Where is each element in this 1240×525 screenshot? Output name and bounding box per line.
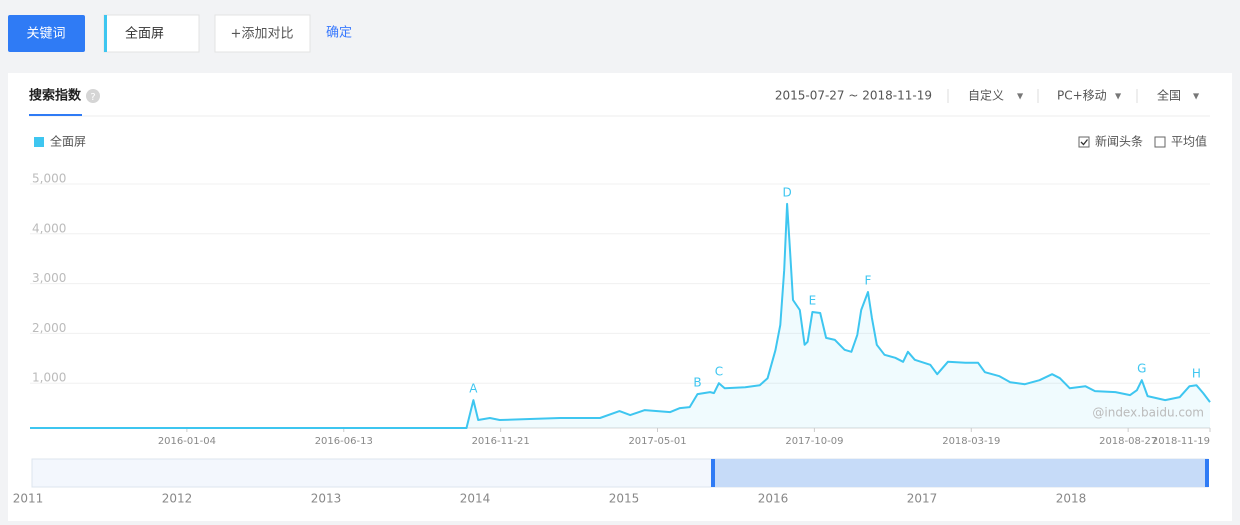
annotation: D bbox=[782, 185, 791, 199]
help-icon[interactable] bbox=[86, 89, 100, 103]
confirm-link[interactable]: 确定 bbox=[326, 26, 352, 41]
keyword-button[interactable] bbox=[8, 15, 85, 52]
tab[interactable]: 搜索指数 bbox=[29, 88, 82, 104]
keyword-button-label[interactable]: 关键词 bbox=[26, 27, 65, 42]
region-select[interactable]: 全国 bbox=[1157, 88, 1181, 103]
check-mark bbox=[1080, 139, 1089, 146]
y-tick-label: 2,000 bbox=[32, 321, 66, 335]
option-label[interactable]: 新闻头条 bbox=[1095, 134, 1143, 149]
checkbox[interactable] bbox=[1078, 136, 1090, 148]
device-select[interactable]: PC+移动 bbox=[1057, 89, 1107, 103]
y-tick-label: 4,000 bbox=[32, 221, 66, 235]
navigator-handle[interactable] bbox=[711, 459, 715, 487]
caret: ▼ bbox=[1017, 92, 1024, 101]
navigator-year: 2018 bbox=[1056, 492, 1087, 506]
x-tick-label: 2016-11-21 bbox=[472, 436, 530, 447]
custom-select[interactable]: 自定义 bbox=[968, 88, 1004, 103]
y-tick-label: 3,000 bbox=[32, 271, 66, 285]
legend-label[interactable]: 全面屏 bbox=[50, 134, 86, 149]
x-tick-label: 2017-05-01 bbox=[628, 436, 686, 447]
navigator-handle[interactable] bbox=[1205, 459, 1209, 487]
navigator-year: 2014 bbox=[460, 492, 491, 506]
navigator-year: 2012 bbox=[162, 492, 193, 506]
y-tick-label: 5,000 bbox=[32, 172, 66, 186]
keyword-accent bbox=[104, 15, 107, 52]
date-range[interactable]: 2015-07-27 ~ 2018-11-19 bbox=[775, 89, 932, 103]
x-tick-label: 2017-10-09 bbox=[785, 436, 843, 447]
x-tick-label: 2018-03-19 bbox=[942, 436, 1000, 447]
annotation: F bbox=[865, 274, 872, 288]
caret: ▼ bbox=[1115, 92, 1122, 101]
keyword-box[interactable] bbox=[103, 14, 200, 53]
annotation: C bbox=[715, 365, 723, 379]
add-compare-box[interactable] bbox=[214, 14, 311, 53]
area bbox=[30, 203, 1210, 428]
y-tick-label: 1,000 bbox=[32, 371, 66, 385]
navigator-selection[interactable] bbox=[713, 459, 1207, 487]
x-tick-label: 2016-01-04 bbox=[158, 436, 216, 447]
navigator-year: 2016 bbox=[758, 492, 789, 506]
option-label[interactable]: 平均值 bbox=[1171, 134, 1207, 149]
x-tick-label: 2018-08-27 bbox=[1099, 436, 1157, 447]
navigator-year: 2015 bbox=[609, 492, 640, 506]
chart: 1,000 2,000 3,000 4,000 5,000 2016-01-04 2016-… bbox=[13, 172, 1211, 506]
annotation: H bbox=[1192, 367, 1201, 381]
line bbox=[30, 202, 1211, 429]
panel bbox=[8, 73, 1232, 521]
caret: ▼ bbox=[1193, 92, 1200, 101]
navigator-year: 2017 bbox=[907, 492, 938, 506]
legend-swatch bbox=[34, 137, 44, 147]
keyword-text[interactable]: 全面屏 bbox=[125, 26, 164, 42]
annotation: G bbox=[1137, 362, 1146, 376]
x-tick-label: 2018-11-19 bbox=[1152, 436, 1210, 447]
navigator-year: 2013 bbox=[311, 492, 342, 506]
x-tick-label: 2016-06-13 bbox=[315, 436, 373, 447]
annotation: A bbox=[469, 382, 478, 396]
navigator-year: 2011 bbox=[13, 492, 44, 506]
options: 新闻头条 平均值 bbox=[1078, 134, 1207, 149]
add-compare[interactable]: +添加对比 bbox=[231, 27, 294, 42]
checkbox[interactable] bbox=[1154, 136, 1166, 148]
annotation: B bbox=[693, 376, 701, 390]
help-mark: ? bbox=[90, 92, 95, 103]
annotation: E bbox=[809, 293, 817, 307]
watermark: @index.baidu.com bbox=[1092, 406, 1204, 420]
